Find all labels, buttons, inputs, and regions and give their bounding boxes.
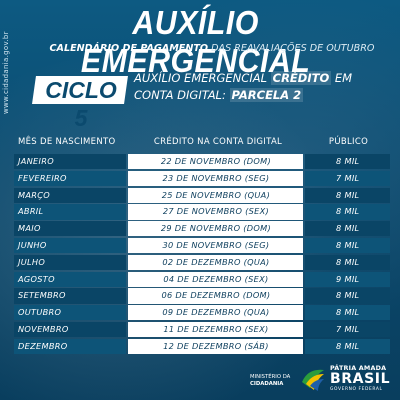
payment-table: JANEIRO 22 DE NOVEMBRO (DOM) 8 MIL FEVEREIR… bbox=[14, 154, 390, 356]
ciclo-desc-highlight: CRÉDITO bbox=[270, 71, 332, 85]
cell-credito: 02 DE DEZEMBRO (QUA) bbox=[128, 254, 304, 271]
table-row: ABRIL 27 DE NOVEMBRO (SEX) 8 MIL bbox=[14, 204, 390, 220]
cell-publico: 8 MIL bbox=[305, 338, 390, 355]
table-row: JUNHO 30 DE NOVEMBRO (SEG) 8 MIL bbox=[14, 237, 390, 254]
table-row: JULHO 02 DE DEZEMBRO (QUA) 8 MIL bbox=[14, 254, 390, 271]
cell-credito: 22 DE NOVEMBRO (DOM) bbox=[128, 154, 304, 170]
cell-mes: AGOSTO bbox=[14, 271, 127, 287]
subtitle: CALENDÁRIO DE PAGAMENTO DAS REAVALIAÇÕES… bbox=[32, 42, 392, 56]
table-row: DEZEMBRO 12 DE DEZEMBRO (SÁB) 8 MIL bbox=[14, 338, 390, 355]
cell-publico: 7 MIL bbox=[305, 170, 390, 187]
cell-mes: JUNHO bbox=[14, 237, 127, 254]
table-row: OUTUBRO 09 DE DEZEMBRO (QUA) 8 MIL bbox=[14, 305, 390, 321]
ciclo-desc-line2: CONTA DIGITAL: PARCELA 2 bbox=[134, 87, 384, 104]
cell-mes: FEVEREIRO bbox=[14, 170, 127, 187]
brand-line1: PÁTRIA AMADA bbox=[330, 364, 387, 372]
cell-credito: 04 DE DEZEMBRO (SEX) bbox=[128, 271, 304, 287]
subtitle-rest: DAS REAVALIAÇÕES DE OUTUBRO bbox=[211, 43, 375, 54]
cell-publico: 8 MIL bbox=[305, 187, 390, 203]
cell-mes: JULHO bbox=[14, 254, 127, 271]
ciclo-desc-part: CONTA DIGITAL: bbox=[134, 88, 226, 102]
cell-credito: 25 DE NOVEMBRO (QUA) bbox=[128, 187, 304, 203]
cell-credito: 27 DE NOVEMBRO (SEX) bbox=[128, 204, 304, 220]
ministerio-label: MINISTÉRIO DA CIDADANIA bbox=[250, 374, 294, 388]
cell-credito: 11 DE DEZEMBRO (SEX) bbox=[128, 321, 304, 338]
brasil-flag-logo bbox=[302, 369, 324, 391]
cell-mes: ABRIL bbox=[14, 204, 127, 220]
cell-credito: 29 DE NOVEMBRO (DOM) bbox=[128, 221, 304, 237]
cell-credito: 12 DE DEZEMBRO (SÁB) bbox=[128, 338, 304, 355]
table-row: JANEIRO 22 DE NOVEMBRO (DOM) 8 MIL bbox=[14, 154, 390, 170]
governo-brand: PÁTRIA AMADA BRASIL GOVERNO FEDERAL bbox=[330, 364, 396, 392]
header-mes: MÊS DE NASCIMENTO bbox=[18, 137, 116, 147]
table-row: FEVEREIRO 23 DE NOVEMBRO (SEG) 7 MIL bbox=[14, 170, 390, 187]
brand-line3: GOVERNO FEDERAL bbox=[330, 387, 383, 392]
cell-mes: MAIO bbox=[14, 221, 127, 237]
table-row: NOVEMBRO 11 DE DEZEMBRO (SEX) 7 MIL bbox=[14, 321, 390, 338]
table-row: MAIO 29 DE NOVEMBRO (DOM) 8 MIL bbox=[14, 221, 390, 237]
side-url: www.cidadania.gov.br bbox=[2, 31, 10, 114]
cell-mes: MARÇO bbox=[14, 187, 127, 203]
brand-line2: BRASIL bbox=[330, 371, 391, 387]
cell-mes: SETEMBRO bbox=[14, 288, 127, 304]
header-credito: CRÉDITO NA CONTA DIGITAL bbox=[153, 137, 283, 147]
table-row: SETEMBRO 06 DE DEZEMBRO (DOM) 8 MIL bbox=[14, 288, 390, 304]
cell-credito: 06 DE DEZEMBRO (DOM) bbox=[128, 288, 304, 304]
cell-publico: 8 MIL bbox=[305, 288, 390, 304]
ministerio-line2: CIDADANIA bbox=[250, 381, 284, 387]
cell-credito: 09 DE DEZEMBRO (QUA) bbox=[128, 305, 304, 321]
ciclo-badge-label: CICLO 5 bbox=[45, 77, 117, 131]
ciclo-description: AUXÍLIO EMERGENCIAL CRÉDITO EM CONTA DIG… bbox=[134, 70, 384, 104]
table-row: MARÇO 25 DE NOVEMBRO (QUA) 8 MIL bbox=[14, 187, 390, 203]
cell-mes: OUTUBRO bbox=[14, 305, 127, 321]
ciclo-desc-part: EM bbox=[334, 71, 353, 85]
cell-publico: 8 MIL bbox=[305, 154, 390, 170]
cell-mes: NOVEMBRO bbox=[14, 321, 127, 338]
table-header: MÊS DE NASCIMENTO CRÉDITO NA CONTA DIGIT… bbox=[14, 133, 390, 151]
cell-publico: 9 MIL bbox=[305, 271, 390, 287]
ciclo-desc-line1: AUXÍLIO EMERGENCIAL CRÉDITO EM bbox=[134, 70, 384, 87]
ciclo-desc-part: AUXÍLIO EMERGENCIAL bbox=[134, 71, 267, 85]
cell-publico: 8 MIL bbox=[305, 254, 390, 271]
cell-publico: 8 MIL bbox=[305, 204, 390, 220]
cell-mes: JANEIRO bbox=[14, 154, 127, 170]
cell-credito: 30 DE NOVEMBRO (SEG) bbox=[128, 237, 304, 254]
cell-mes: DEZEMBRO bbox=[14, 338, 127, 355]
subtitle-bold: CALENDÁRIO DE PAGAMENTO bbox=[49, 43, 209, 54]
header-publico: PÚBLICO bbox=[328, 137, 369, 147]
cell-publico: 8 MIL bbox=[305, 237, 390, 254]
ciclo-desc-highlight: PARCELA 2 bbox=[229, 88, 304, 102]
cell-publico: 8 MIL bbox=[305, 305, 390, 321]
cell-publico: 7 MIL bbox=[305, 321, 390, 338]
ministerio-line1: MINISTÉRIO DA bbox=[250, 374, 291, 380]
page-title: AUXÍLIO EMERGENCIAL bbox=[80, 4, 311, 79]
table-row: AGOSTO 04 DE DEZEMBRO (SEX) 9 MIL bbox=[14, 271, 390, 287]
cell-credito: 23 DE NOVEMBRO (SEG) bbox=[128, 170, 304, 187]
cell-publico: 8 MIL bbox=[305, 221, 390, 237]
